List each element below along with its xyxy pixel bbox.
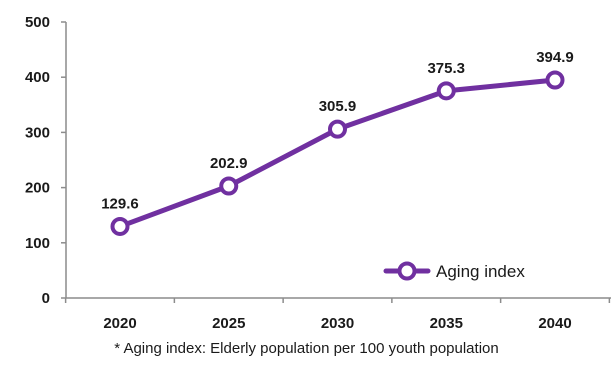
data-label: 305.9 [319, 98, 357, 115]
x-tick-label: 2040 [538, 315, 571, 332]
data-point [219, 176, 239, 196]
data-point [328, 119, 347, 139]
y-tick-label: 200 [25, 180, 50, 197]
x-tick-label: 2035 [430, 315, 463, 332]
data-point [110, 216, 130, 236]
data-label: 129.6 [101, 195, 139, 212]
data-point [436, 81, 456, 101]
legend-label: Aging index [436, 262, 525, 281]
y-tick-label: 100 [25, 235, 50, 252]
legend-marker [397, 261, 417, 281]
y-tick-label: 0 [42, 290, 50, 307]
x-tick-label: 2030 [321, 315, 354, 332]
data-label: 202.9 [210, 155, 248, 172]
chart-footnote: * Aging index: Elderly population per 10… [114, 340, 499, 357]
y-tick-label: 400 [25, 69, 50, 86]
x-tick-label: 2025 [212, 315, 245, 332]
y-tick-label: 500 [25, 14, 50, 31]
data-label: 375.3 [427, 60, 465, 77]
data-label: 394.9 [536, 49, 574, 66]
y-tick-label: 300 [25, 124, 50, 141]
data-point [545, 70, 565, 90]
x-tick-label: 2020 [103, 315, 136, 332]
